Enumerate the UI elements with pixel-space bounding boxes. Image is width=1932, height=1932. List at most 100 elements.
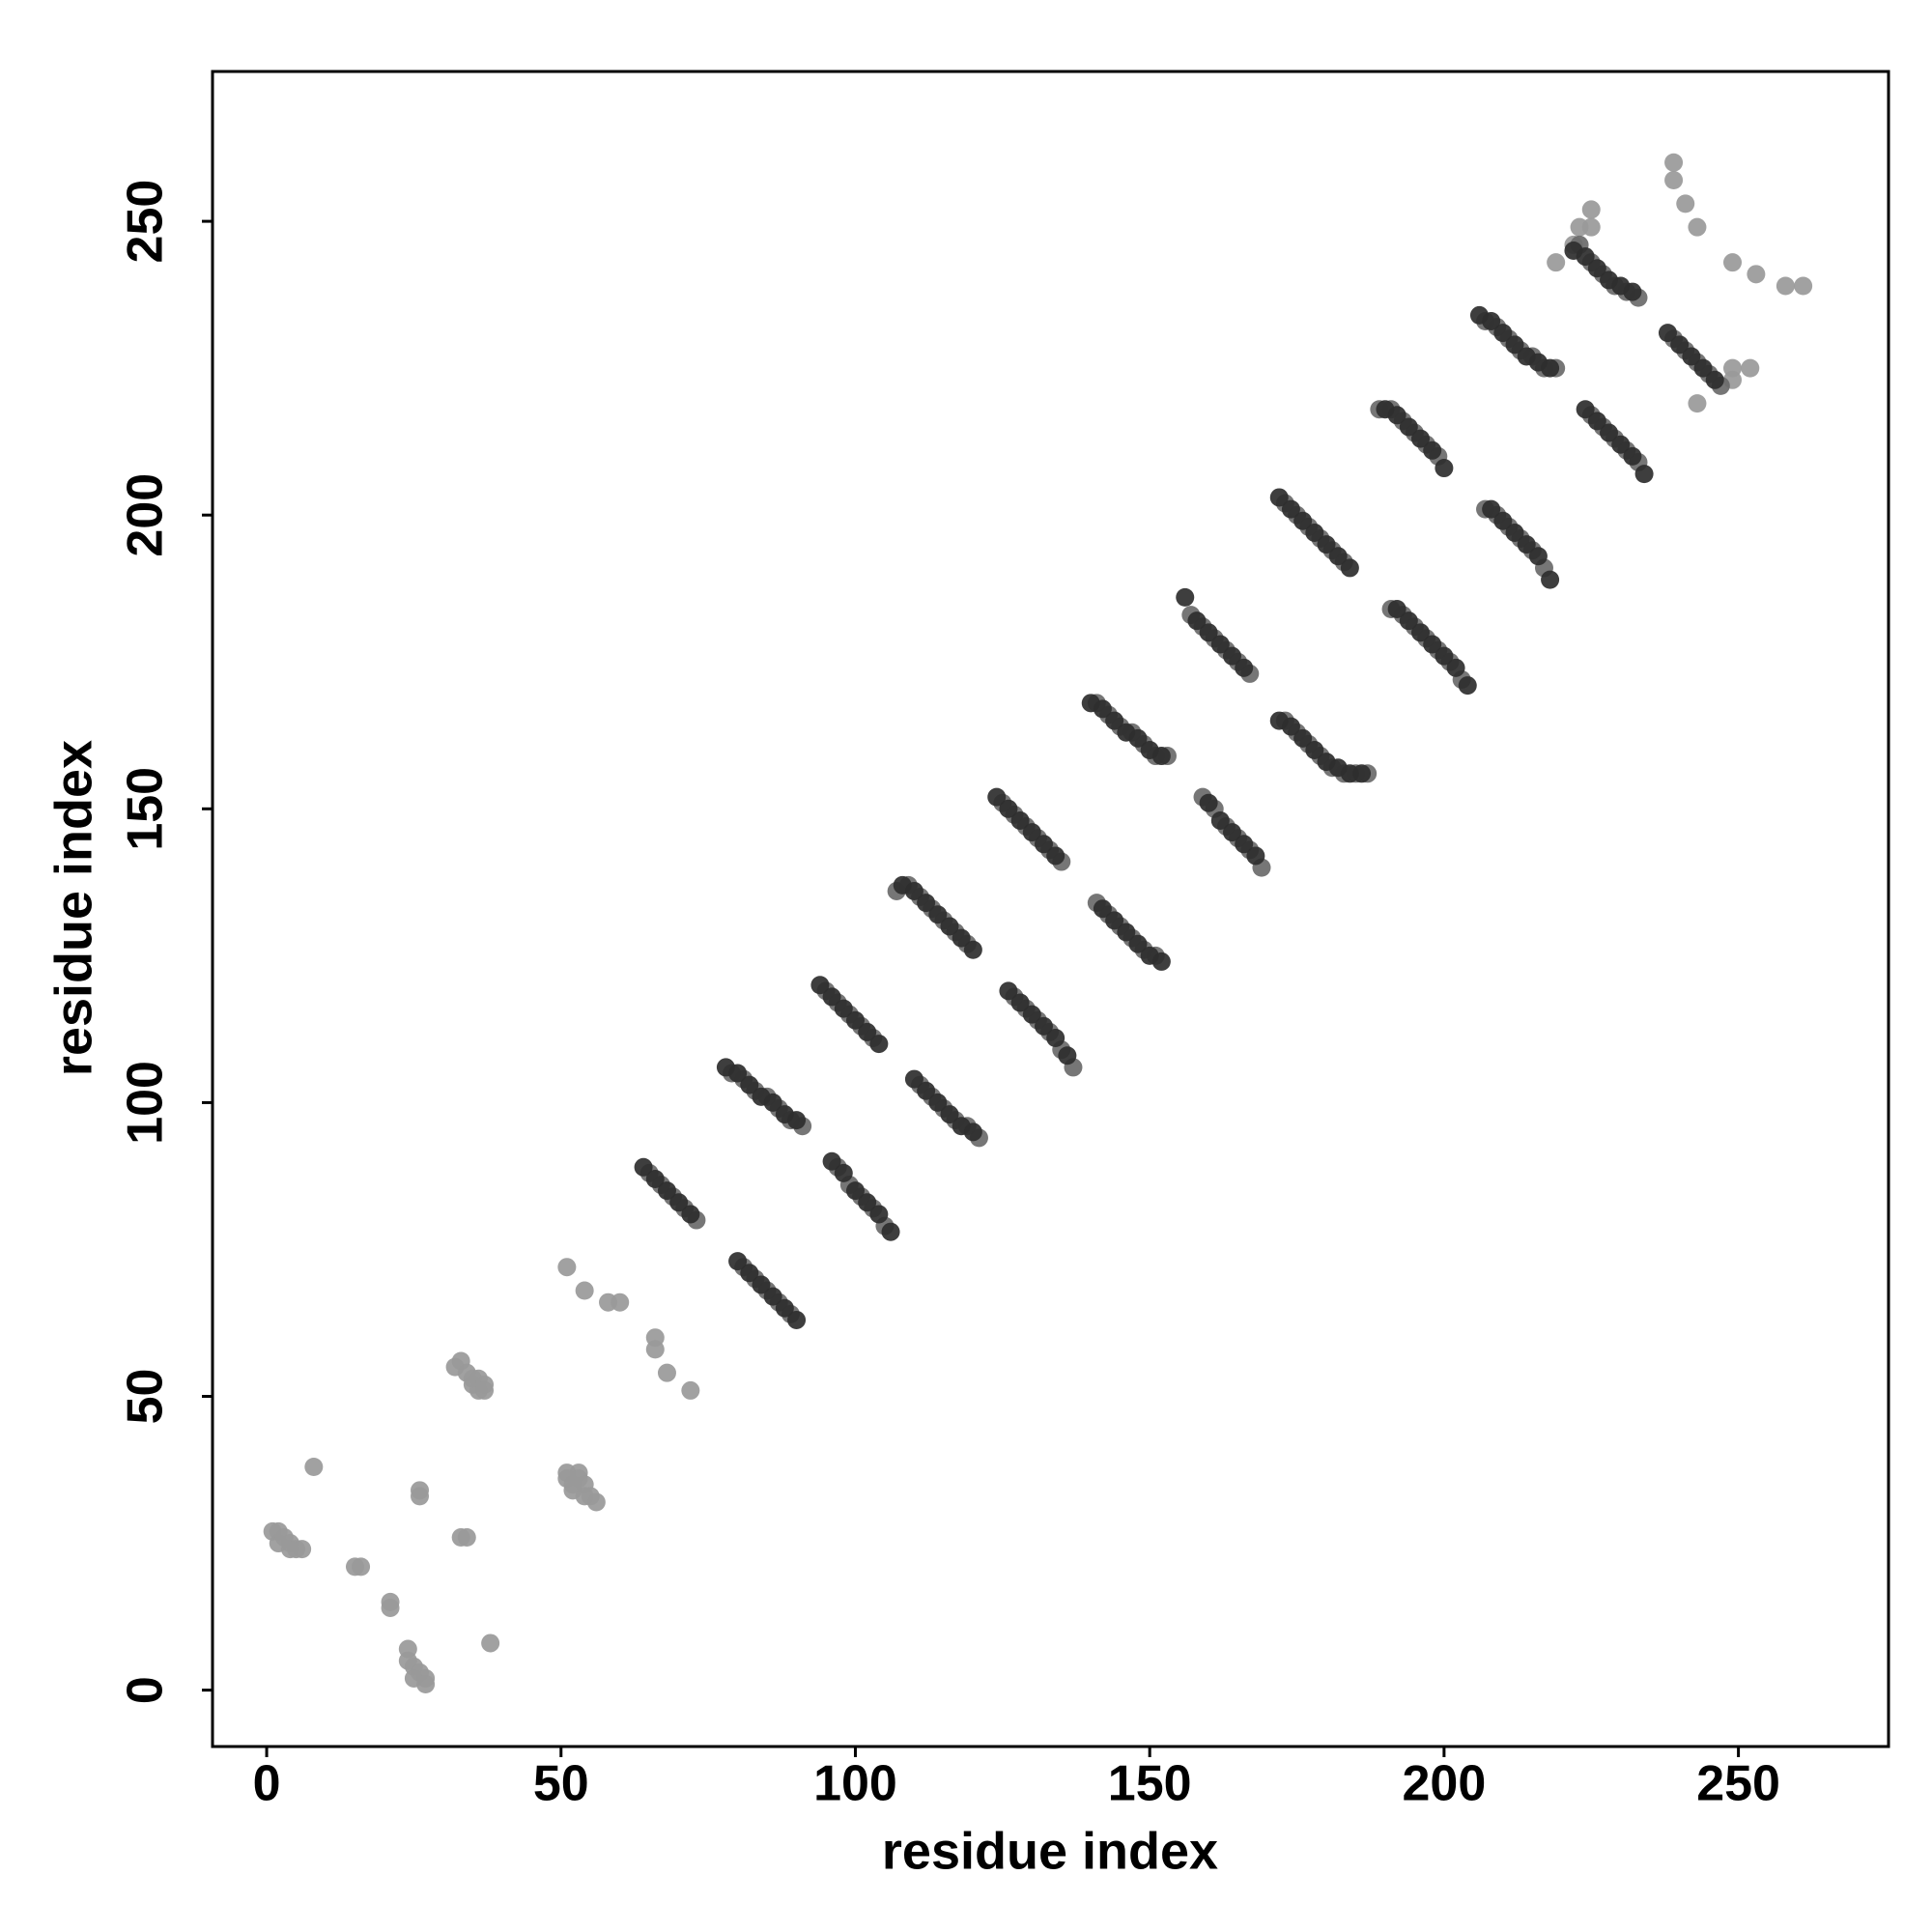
- y-tick-label: 100: [118, 1061, 174, 1145]
- x-tick-label: 200: [1403, 1756, 1487, 1812]
- point: [858, 1193, 877, 1212]
- x-tick-label: 150: [1108, 1756, 1192, 1812]
- point: [1399, 611, 1418, 631]
- point: [787, 1310, 807, 1329]
- point: [1693, 358, 1713, 378]
- point: [1705, 370, 1724, 389]
- point: [1547, 253, 1566, 272]
- point: [1246, 846, 1265, 866]
- point: [1587, 259, 1606, 278]
- point: [999, 981, 1018, 1001]
- point: [928, 1093, 948, 1112]
- y-tick-label: 0: [118, 1676, 174, 1704]
- point: [845, 1010, 865, 1030]
- point: [681, 1380, 700, 1400]
- point: [1093, 899, 1112, 919]
- point: [904, 881, 923, 900]
- point: [1210, 635, 1230, 654]
- point: [1034, 835, 1053, 854]
- point: [1747, 265, 1766, 284]
- point: [669, 1193, 689, 1212]
- point: [1151, 952, 1171, 971]
- point: [1423, 635, 1442, 654]
- point: [411, 1481, 430, 1500]
- point: [1623, 282, 1642, 301]
- point: [1517, 535, 1536, 554]
- point: [1688, 217, 1707, 237]
- point: [858, 1022, 877, 1041]
- point: [645, 1169, 665, 1188]
- point: [1235, 835, 1254, 854]
- point: [787, 1111, 807, 1130]
- point: [1022, 823, 1041, 842]
- point: [1587, 412, 1606, 431]
- point: [1293, 728, 1313, 748]
- point: [1128, 728, 1148, 748]
- point: [1576, 247, 1595, 267]
- point: [293, 1540, 312, 1559]
- point: [740, 1264, 759, 1283]
- point: [1723, 253, 1743, 272]
- point: [1223, 646, 1242, 666]
- x-tick-label: 0: [253, 1756, 281, 1812]
- point: [634, 1157, 653, 1177]
- point: [1794, 276, 1813, 296]
- point: [1305, 740, 1324, 759]
- point: [752, 1275, 771, 1294]
- point: [1664, 153, 1684, 172]
- point: [586, 1492, 606, 1512]
- point: [1034, 1016, 1053, 1036]
- point: [416, 1675, 436, 1694]
- point: [763, 1287, 782, 1306]
- x-tick-label: 100: [813, 1756, 897, 1812]
- point: [457, 1527, 476, 1547]
- point: [1576, 400, 1595, 419]
- point: [740, 1075, 759, 1094]
- point: [1664, 171, 1684, 190]
- point: [1387, 406, 1406, 425]
- y-tick-label: 200: [118, 473, 174, 557]
- point: [928, 905, 948, 924]
- point: [1105, 711, 1124, 730]
- point: [381, 1598, 400, 1617]
- point: [963, 1122, 982, 1142]
- point: [1022, 1005, 1041, 1024]
- point: [869, 1035, 889, 1054]
- point: [681, 1205, 700, 1224]
- point: [657, 1181, 676, 1201]
- point: [1676, 194, 1695, 213]
- point: [1293, 511, 1313, 530]
- y-axis-title: residue index: [44, 740, 102, 1076]
- point: [1505, 523, 1524, 542]
- point: [1046, 846, 1065, 866]
- point: [1199, 623, 1218, 642]
- point: [1423, 440, 1442, 460]
- point: [1435, 459, 1454, 478]
- point: [481, 1634, 500, 1653]
- point: [611, 1293, 630, 1312]
- point: [1387, 600, 1406, 619]
- x-axis-title: residue index: [882, 1822, 1218, 1880]
- point: [810, 976, 830, 995]
- point: [1482, 311, 1501, 330]
- point: [728, 1252, 748, 1271]
- y-tick-label: 250: [118, 180, 174, 264]
- point: [1541, 358, 1560, 378]
- point: [1117, 923, 1136, 942]
- point: [475, 1380, 495, 1400]
- point: [1176, 587, 1195, 607]
- point: [1670, 335, 1690, 355]
- point: [1223, 823, 1242, 842]
- point: [1235, 658, 1254, 677]
- point: [1010, 810, 1030, 830]
- point: [1541, 570, 1560, 589]
- point: [940, 917, 959, 936]
- point: [1623, 446, 1642, 466]
- point: [1093, 699, 1112, 719]
- point: [1010, 993, 1030, 1012]
- point: [1776, 276, 1795, 296]
- point: [1340, 558, 1359, 578]
- point: [822, 987, 841, 1007]
